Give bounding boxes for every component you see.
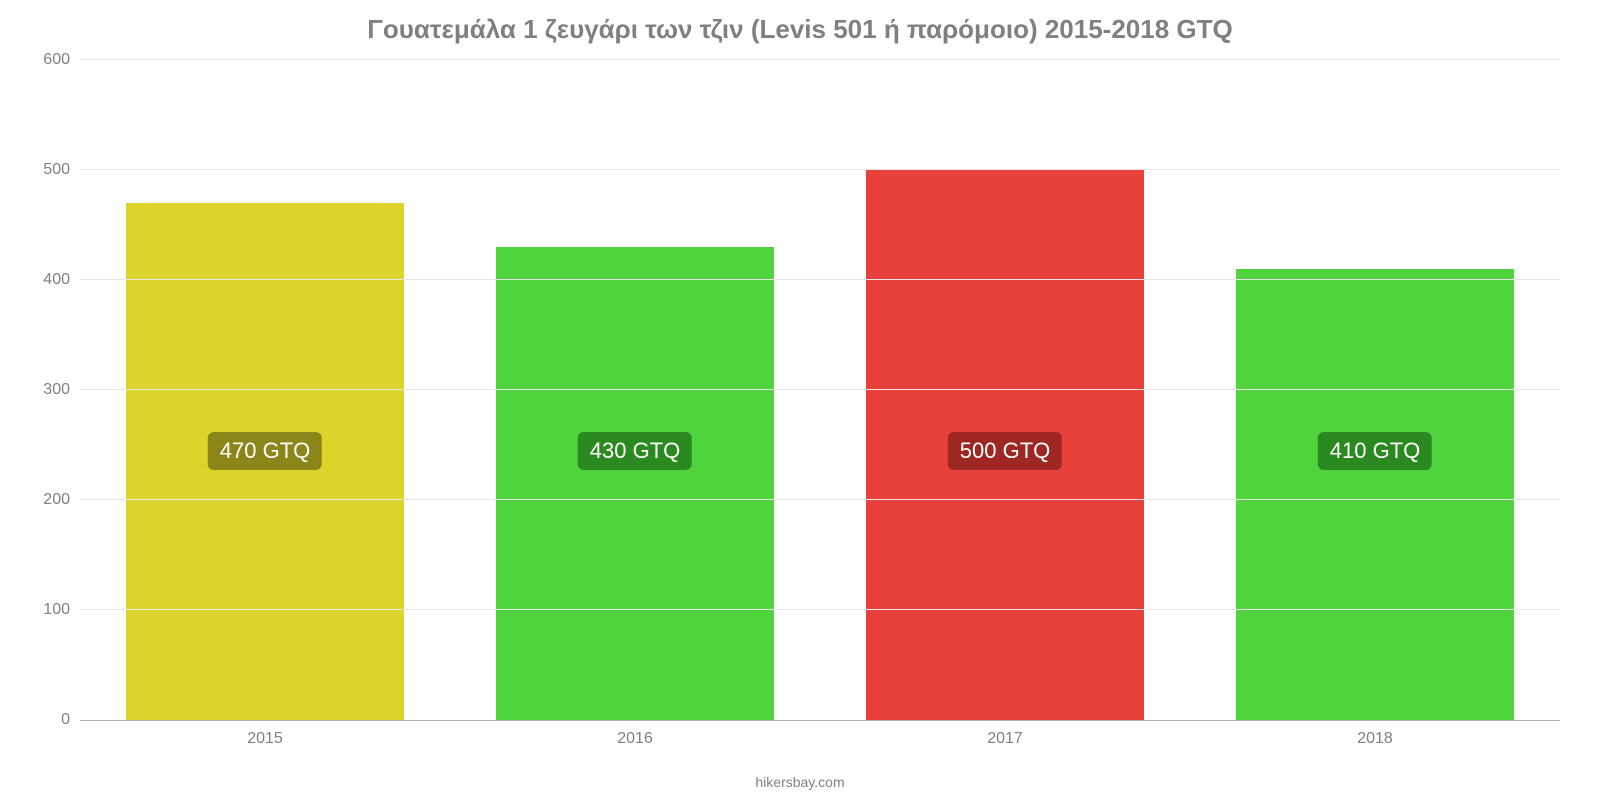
bar-value-label: 430 GTQ bbox=[578, 432, 692, 470]
bar: 430 GTQ bbox=[496, 247, 774, 720]
y-tick-label: 400 bbox=[43, 271, 80, 289]
grid-line bbox=[80, 389, 1560, 390]
x-axis: 2015 2016 2017 2018 bbox=[80, 720, 1560, 760]
bar: 410 GTQ bbox=[1236, 269, 1514, 720]
bar-value-label: 410 GTQ bbox=[1318, 432, 1432, 470]
bar: 500 GTQ bbox=[866, 170, 1144, 720]
y-tick-label: 300 bbox=[43, 381, 80, 399]
attribution: hikersbay.com bbox=[0, 774, 1600, 790]
x-tick-label: 2018 bbox=[1357, 730, 1393, 748]
x-tick-label: 2015 bbox=[247, 730, 283, 748]
grid-line bbox=[80, 59, 1560, 60]
bars-layer: 470 GTQ 430 GTQ 500 GTQ 410 GTQ bbox=[80, 60, 1560, 720]
x-tick-label: 2016 bbox=[617, 730, 653, 748]
bar-chart: Γουατεμάλα 1 ζευγάρι των τζιν (Levis 501… bbox=[0, 0, 1600, 800]
y-tick-label: 100 bbox=[43, 601, 80, 619]
grid-line bbox=[80, 499, 1560, 500]
bar: 470 GTQ bbox=[126, 203, 404, 720]
y-tick-label: 200 bbox=[43, 491, 80, 509]
y-tick-label: 500 bbox=[43, 161, 80, 179]
grid-line bbox=[80, 609, 1560, 610]
bar-value-label: 470 GTQ bbox=[208, 432, 322, 470]
bar-value-label: 500 GTQ bbox=[948, 432, 1062, 470]
grid-line bbox=[80, 169, 1560, 170]
y-tick-label: 600 bbox=[43, 51, 80, 69]
plot-area: 470 GTQ430 GTQ500 GTQ410 GTQ 01002003004… bbox=[80, 60, 1560, 721]
x-tick-label: 2017 bbox=[987, 730, 1023, 748]
grid-line bbox=[80, 279, 1560, 280]
y-tick-label: 0 bbox=[61, 711, 80, 729]
chart-title: Γουατεμάλα 1 ζευγάρι των τζιν (Levis 501… bbox=[0, 14, 1600, 45]
